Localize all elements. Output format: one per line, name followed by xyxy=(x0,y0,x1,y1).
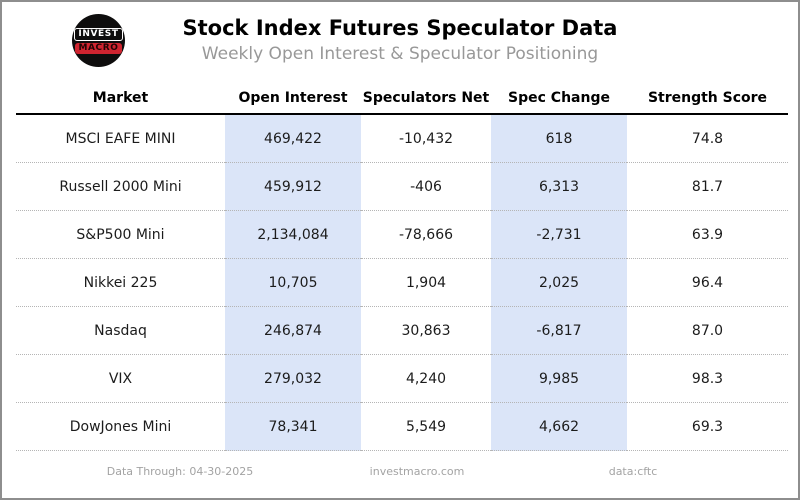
table-row: VIX 279,032 4,240 9,985 98.3 xyxy=(16,354,788,403)
col-header-open-interest: Open Interest xyxy=(225,83,361,115)
strength-score-cell: 74.8 xyxy=(691,130,724,147)
speculator-data-table: Market Open Interest Speculators Net Spe… xyxy=(16,83,788,451)
strength-score-cell: 69.3 xyxy=(627,402,788,451)
strength-score-cell: 87.0 xyxy=(627,306,788,355)
open-interest-cell: 2,134,084 xyxy=(225,210,361,259)
spec-change-cell: -6,817 xyxy=(491,306,627,355)
spec-change-cell: 6,313 xyxy=(491,162,627,211)
footer-data-through: Data Through: 04-30-2025 xyxy=(106,465,254,478)
strength-score-cell: 98.3 xyxy=(627,354,788,403)
investmacro-logo: INVEST MACRO xyxy=(72,14,125,67)
footer-data-source: data:cftc xyxy=(608,465,658,478)
open-interest-cell: 459,912 xyxy=(225,162,361,211)
table-row: MSCI EAFE MINI 469,422 -10,432 618 74.8 xyxy=(16,114,788,163)
market-cell: Nikkei 225 xyxy=(16,258,225,307)
open-interest-cell: 246,874 xyxy=(225,306,361,355)
footer-website: investmacro.com xyxy=(369,465,465,478)
spec-change-cell: 9,985 xyxy=(491,354,627,403)
open-interest-cell: 469,422 xyxy=(225,114,361,163)
spec-change-cell: -2,731 xyxy=(491,210,627,259)
speculators-net-cell: -78,666 xyxy=(361,210,491,259)
col-header-spec-change: Spec Change xyxy=(491,83,627,115)
table-row: Russell 2000 Mini 459,912 -406 6,313 81.… xyxy=(16,162,788,211)
col-header-strength-score: Strength Score xyxy=(627,83,788,115)
market-cell: DowJones Mini xyxy=(16,402,225,451)
open-interest-cell: 78,341 xyxy=(225,402,361,451)
col-header-speculators-net: Speculators Net xyxy=(361,83,491,115)
market-cell: S&P500 Mini xyxy=(16,210,225,259)
speculators-net-cell: -406 xyxy=(361,162,491,211)
market-cell: MSCI EAFE MINI xyxy=(65,130,176,147)
strength-score-cell: 63.9 xyxy=(627,210,788,259)
table-row: DowJones Mini 78,341 5,549 4,662 69.3 xyxy=(16,402,788,451)
speculators-net-cell: 1,904 xyxy=(361,258,491,307)
table-row: S&P500 Mini 2,134,084 -78,666 -2,731 63.… xyxy=(16,210,788,259)
market-cell: Nasdaq xyxy=(16,306,225,355)
table-row: Nikkei 225 10,705 1,904 2,025 96.4 xyxy=(16,258,788,307)
spec-change-cell: 4,662 xyxy=(491,402,627,451)
page-subtitle: Weekly Open Interest & Speculator Positi… xyxy=(201,44,599,64)
market-cell: Russell 2000 Mini xyxy=(16,162,225,211)
strength-score-cell: 81.7 xyxy=(627,162,788,211)
strength-score-cell: 96.4 xyxy=(627,258,788,307)
header-row: Market Open Interest Speculators Net Spe… xyxy=(16,83,788,115)
page-title: Stock Index Futures Speculator Data xyxy=(182,16,618,40)
market-cell: VIX xyxy=(16,354,225,403)
open-interest-cell: 10,705 xyxy=(225,258,361,307)
table-row: Nasdaq 246,874 30,863 -6,817 87.0 xyxy=(16,306,788,355)
speculators-net-cell: -10,432 xyxy=(398,130,454,147)
speculators-net-cell: 4,240 xyxy=(361,354,491,403)
spec-change-cell: 2,025 xyxy=(491,258,627,307)
spec-change-cell: 618 xyxy=(491,114,627,163)
speculators-net-cell: 5,549 xyxy=(361,402,491,451)
open-interest-cell: 279,032 xyxy=(225,354,361,403)
speculators-net-cell: 30,863 xyxy=(361,306,491,355)
logo-invest-text: INVEST xyxy=(74,27,123,41)
logo-macro-text: MACRO xyxy=(75,42,122,54)
col-header-market: Market xyxy=(16,83,225,115)
